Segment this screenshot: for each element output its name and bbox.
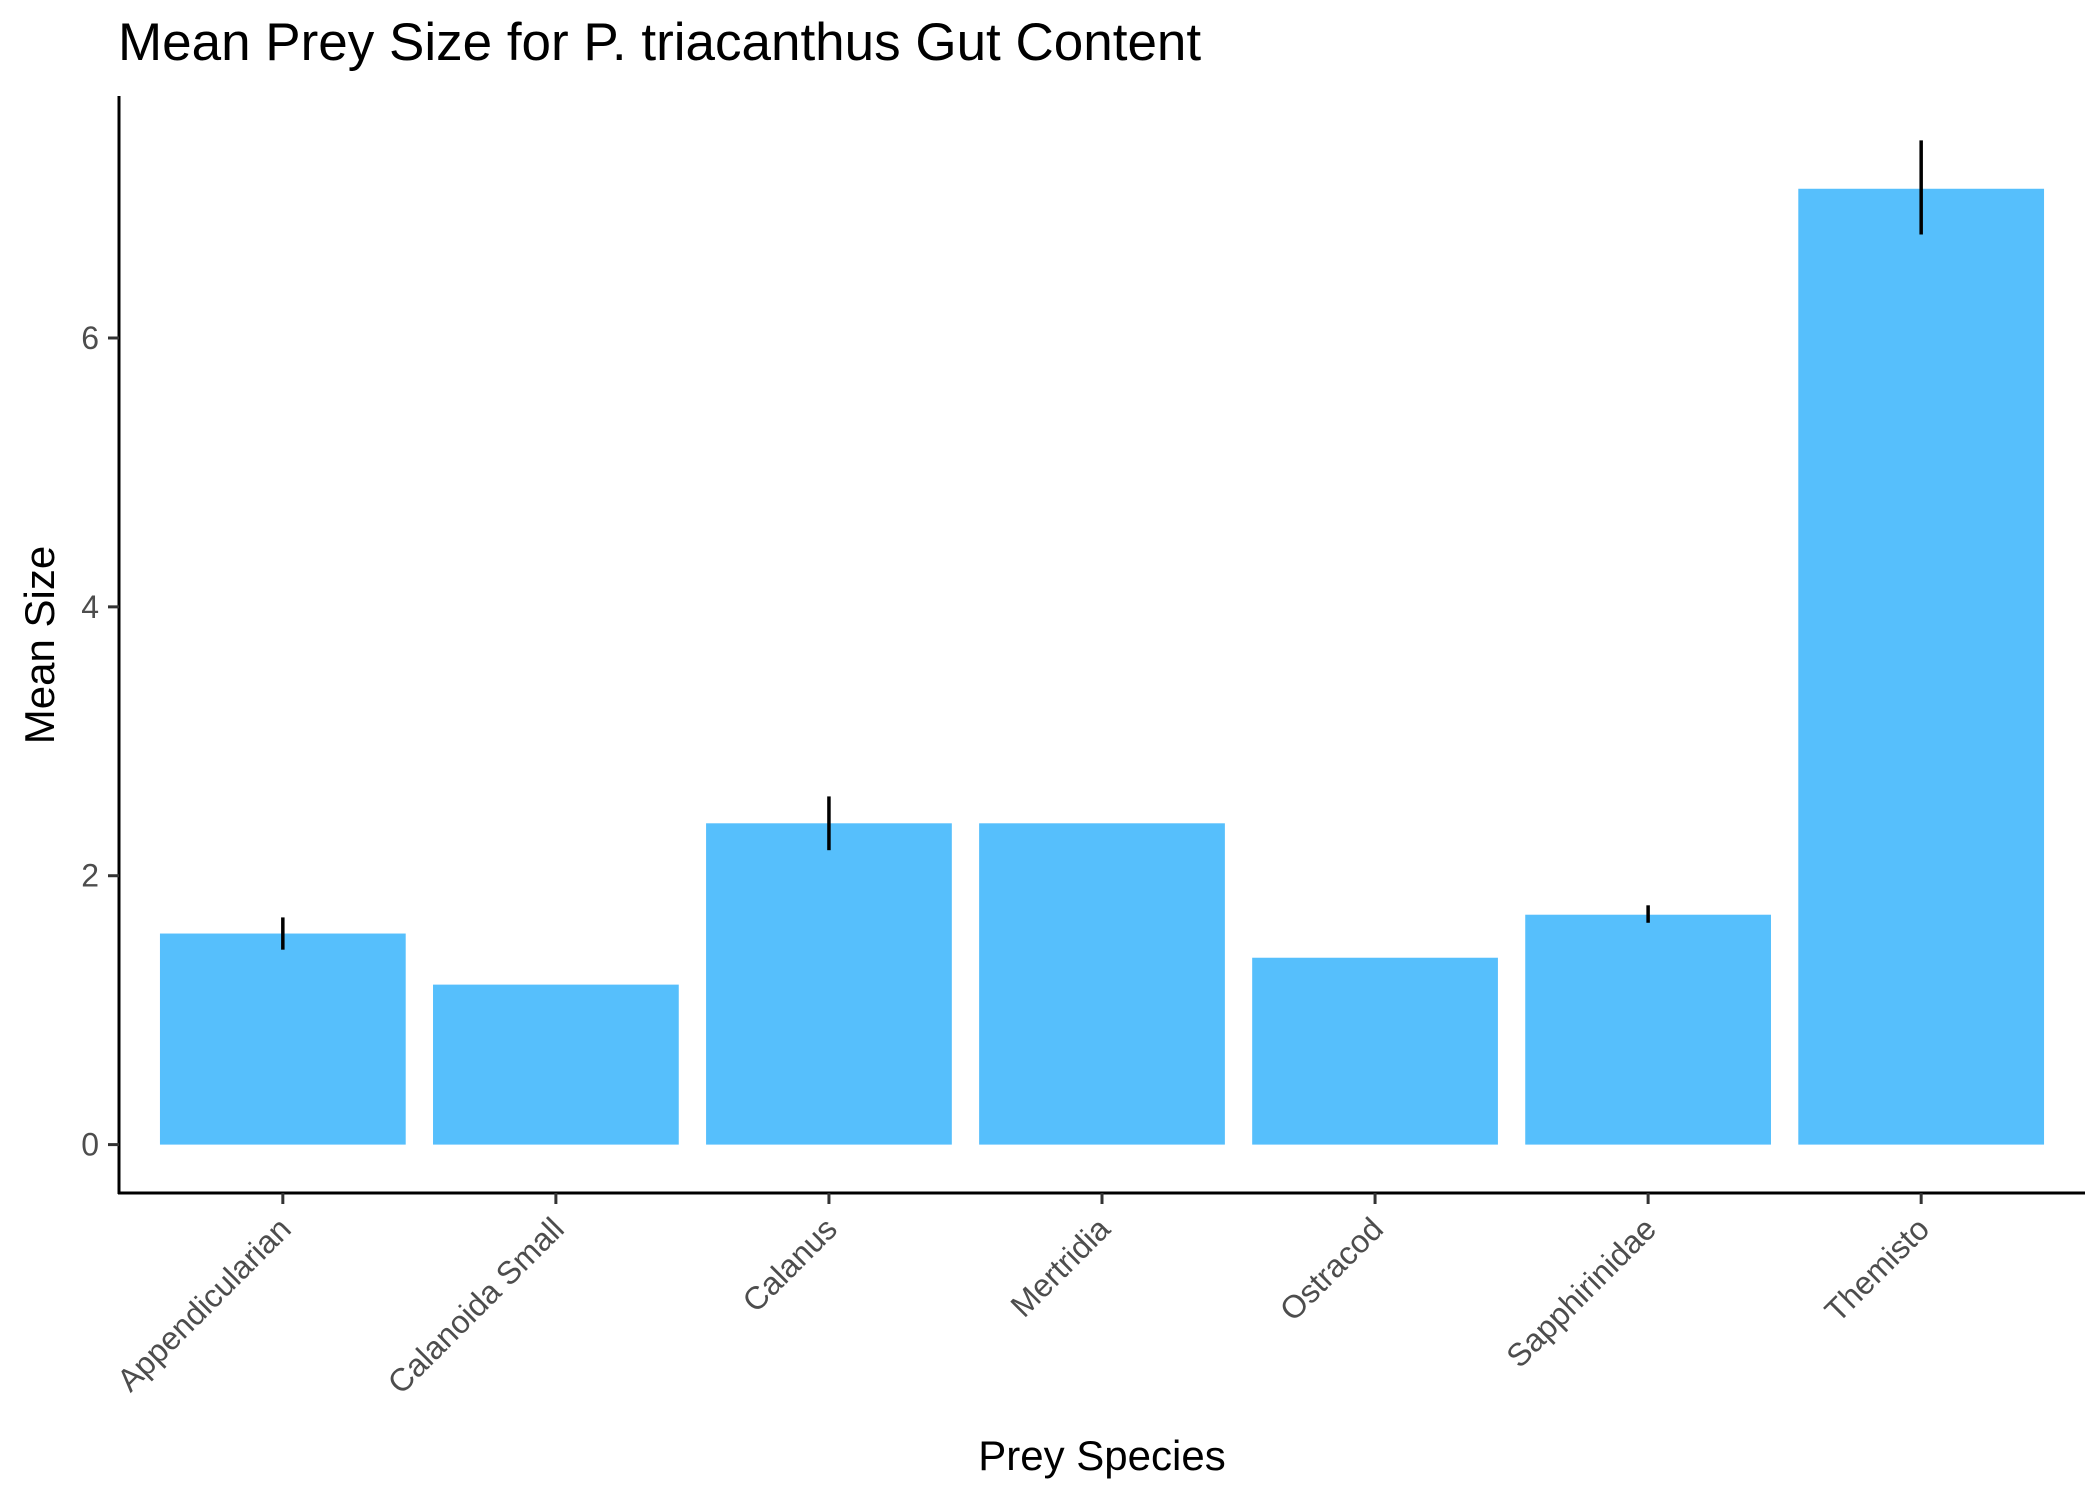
bar	[1525, 914, 1771, 1145]
y-ticks-group: 0 2 4 6	[81, 320, 119, 1163]
x-tick-label: Calanoida Small	[381, 1210, 571, 1400]
bar	[159, 933, 406, 1145]
chart-title: Mean Prey Size for P. triacanthus Gut Co…	[118, 13, 1201, 72]
y-tick-label: 0	[81, 1127, 99, 1163]
x-axis-title: Prey Species	[978, 1432, 1225, 1479]
bar	[433, 984, 679, 1145]
bar	[1798, 188, 2045, 1145]
x-tick-label: Mertridia	[1003, 1210, 1117, 1324]
y-tick-label: 6	[81, 320, 99, 356]
y-axis-title: Mean Size	[16, 546, 63, 744]
x-tick-label: Sapphirinidae	[1499, 1210, 1663, 1374]
bar	[706, 823, 952, 1145]
bar	[979, 823, 1225, 1145]
y-tick-label: 2	[81, 858, 99, 894]
y-tick-label: 4	[81, 589, 99, 625]
x-tick-label: Themisto	[1818, 1210, 1937, 1329]
bar	[1252, 957, 1498, 1145]
bars-group	[159, 188, 2045, 1145]
error-bars-group	[281, 140, 1923, 950]
x-ticks-group: Appendicularian Calanoida Small Calanus Mer…	[110, 1193, 1936, 1401]
x-tick-label: Appendicularian	[110, 1210, 298, 1398]
x-tick-label: Ostracod	[1273, 1210, 1390, 1327]
x-tick-label: Calanus	[735, 1210, 843, 1318]
